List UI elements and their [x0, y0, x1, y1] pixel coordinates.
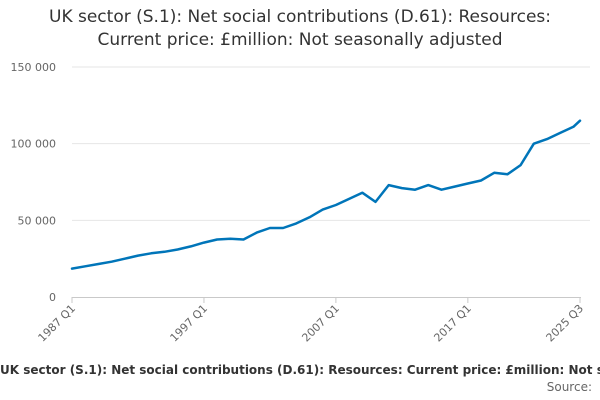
x-tick-label: 1987 Q1 [36, 302, 79, 345]
chart-title: UK sector (S.1): Net social contribution… [0, 6, 600, 52]
y-axis-ticks: 0 50 000 100 000 150 000 [11, 61, 57, 304]
x-tick-label: 2017 Q1 [431, 302, 474, 345]
x-tick-label: 1997 Q1 [168, 302, 211, 345]
x-tick-label: 2007 Q1 [299, 302, 342, 345]
chart-caption-text: UK sector (S.1): Net social contribution… [0, 363, 600, 377]
x-tick-label: 2025 Q3 [544, 302, 587, 345]
y-tick-label: 100 000 [11, 138, 57, 151]
y-tick-label: 0 [49, 291, 56, 304]
chart-title-line-2: Current price: £million: Not seasonally … [97, 30, 503, 50]
source-label: Source: [546, 380, 592, 394]
chart-title-line-1: UK sector (S.1): Net social contribution… [49, 7, 551, 27]
y-tick-label: 50 000 [18, 214, 57, 227]
x-axis-ticks: 1987 Q1 1997 Q1 2007 Q1 2017 Q1 2025 Q3 [36, 297, 587, 345]
grid-lines [72, 66, 590, 221]
chart-caption: UK sector (S.1): Net social contribution… [0, 362, 600, 378]
y-tick-label: 150 000 [11, 61, 57, 74]
series-line [70, 119, 582, 270]
